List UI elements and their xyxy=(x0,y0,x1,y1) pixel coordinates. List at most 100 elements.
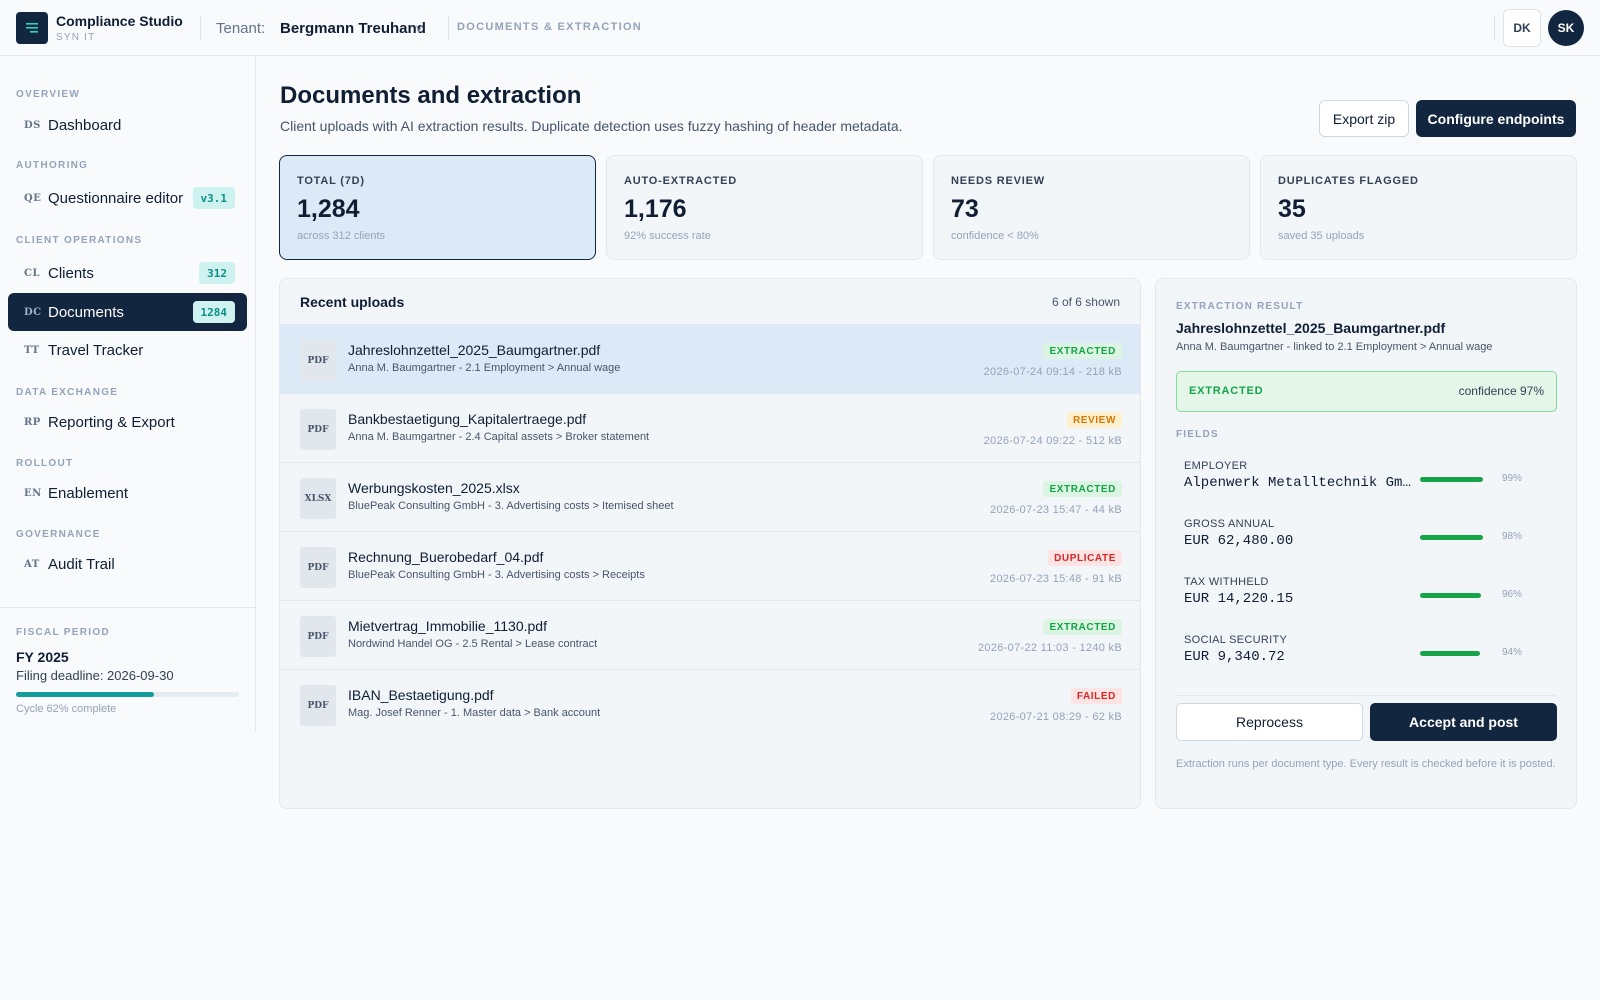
export-zip-button[interactable]: Export zip xyxy=(1319,100,1409,137)
sidebar-item-travel-tracker[interactable]: TT Travel Tracker xyxy=(8,331,247,369)
nav-abbr: AT xyxy=(24,558,40,570)
pdf-file-icon: PDF xyxy=(300,409,336,450)
recent-uploads-panel: Recent uploads 6 of 6 shown PDF Jahreslo… xyxy=(279,278,1141,809)
upload-row[interactable]: PDF IBAN_Bestaetigung.pdf Mag. Josef Ren… xyxy=(280,669,1140,738)
field-employer: EMPLOYER Alpenwerk Metalltechnik GmbH 99… xyxy=(1184,460,1554,504)
file-date-size: 2026-07-21 08:29 - 62 kB xyxy=(990,711,1122,723)
stat-label: DUPLICATES FLAGGED xyxy=(1278,175,1419,187)
stat-value: 1,176 xyxy=(624,195,687,223)
filing-deadline: Filing deadline: 2026-09-30 xyxy=(16,668,174,683)
sidebar-item-documents[interactable]: DC Documents 1284 xyxy=(8,293,247,331)
app-name: Compliance Studio xyxy=(56,13,183,29)
configure-endpoints-button[interactable]: Configure endpoints xyxy=(1416,100,1576,137)
pdf-file-icon: PDF xyxy=(300,340,336,381)
extraction-label: EXTRACTION RESULT xyxy=(1176,301,1304,312)
stat-note: 92% success rate xyxy=(624,230,711,242)
pdf-file-icon: PDF xyxy=(300,547,336,588)
nav-label: Documents xyxy=(48,303,124,321)
file-name: Mietvertrag_Immobilie_1130.pdf xyxy=(348,618,547,634)
extraction-status: EXTRACTED xyxy=(1189,385,1264,397)
stat-card-total[interactable]: TOTAL (7D) 1,284 across 312 clients xyxy=(279,155,596,260)
sidebar: OVERVIEW DS Dashboard AUTHORING QE Quest… xyxy=(0,56,256,732)
locale-button[interactable]: DK xyxy=(1503,9,1541,47)
version-badge: v3.1 xyxy=(192,187,235,209)
fiscal-period-card: FISCAL PERIOD FY 2025 Filing deadline: 2… xyxy=(0,607,255,732)
file-date-size: 2026-07-23 15:47 - 44 kB xyxy=(990,504,1122,516)
field-value[interactable]: Alpenwerk Metalltechnik GmbH xyxy=(1184,475,1414,491)
page-subtitle: Client uploads with AI extraction result… xyxy=(280,118,903,134)
menu-icon[interactable] xyxy=(16,12,48,44)
nav-label: Reporting & Export xyxy=(48,413,175,431)
nav-group-rollout: ROLLOUT xyxy=(16,458,74,469)
field-label: SOCIAL SECURITY xyxy=(1184,634,1288,646)
field-label: GROSS ANNUAL xyxy=(1184,518,1275,530)
upload-row[interactable]: PDF Mietvertrag_Immobilie_1130.pdf Nordw… xyxy=(280,600,1140,669)
nav-group-client-operations: CLIENT OPERATIONS xyxy=(16,235,143,246)
stat-card-needs-review[interactable]: NEEDS REVIEW 73 confidence < 80% xyxy=(933,155,1250,260)
upload-row[interactable]: PDF Jahreslohnzettel_2025_Baumgartner.pd… xyxy=(280,324,1140,393)
nav-abbr: TT xyxy=(24,344,40,356)
confidence-bar xyxy=(1420,593,1484,598)
divider xyxy=(200,16,201,40)
divider xyxy=(1494,16,1495,40)
nav-abbr: QE xyxy=(24,192,42,204)
status-badge: EXTRACTED xyxy=(1043,481,1122,497)
nav-abbr: CL xyxy=(24,267,40,279)
chevron-down-icon[interactable]: v xyxy=(416,21,422,35)
stat-note: across 312 clients xyxy=(297,230,386,242)
nav-group-authoring: AUTHORING xyxy=(16,160,89,171)
pdf-file-icon: PDF xyxy=(300,685,336,726)
extraction-linked: Anna M. Baumgartner - linked to 2.1 Empl… xyxy=(1176,341,1493,353)
file-meta: Nordwind Handel OG - 2.5 Rental > Lease … xyxy=(348,638,598,650)
nav-group-governance: GOVERNANCE xyxy=(16,529,101,540)
field-value[interactable]: EUR 62,480.00 xyxy=(1184,533,1294,549)
sidebar-item-clients[interactable]: CL Clients 312 xyxy=(8,254,247,292)
uploads-count: 6 of 6 shown xyxy=(1051,295,1120,309)
confidence-pct: 94% xyxy=(1502,647,1523,658)
fields-label: FIELDS xyxy=(1176,429,1219,440)
confidence-pct: 98% xyxy=(1502,531,1523,542)
field-value[interactable]: EUR 9,340.72 xyxy=(1184,649,1285,665)
xlsx-file-icon: XLSX xyxy=(300,478,336,519)
extraction-status-banner: EXTRACTED confidence 97% xyxy=(1176,371,1557,412)
stat-label: TOTAL (7D) xyxy=(297,175,365,187)
extraction-note: Extraction runs per document type. Every… xyxy=(1176,758,1556,770)
accept-and-post-button[interactable]: Accept and post xyxy=(1370,703,1557,741)
stat-card-auto-extracted[interactable]: AUTO-EXTRACTED 1,176 92% success rate xyxy=(606,155,923,260)
confidence-fill xyxy=(1420,477,1484,482)
confidence-fill xyxy=(1420,651,1481,656)
cycle-progress-bar xyxy=(16,692,239,697)
stat-note: saved 35 uploads xyxy=(1278,230,1365,242)
file-name: IBAN_Bestaetigung.pdf xyxy=(348,687,494,703)
file-date-size: 2026-07-22 11:03 - 1240 kB xyxy=(978,642,1122,654)
field-label: EMPLOYER xyxy=(1184,460,1248,472)
status-badge: FAILED xyxy=(1070,688,1122,704)
sidebar-item-dashboard[interactable]: DS Dashboard xyxy=(8,106,247,144)
upload-row[interactable]: PDF Bankbestaetigung_Kapitalertraege.pdf… xyxy=(280,393,1140,462)
reprocess-button[interactable]: Reprocess xyxy=(1176,703,1363,741)
status-badge: EXTRACTED xyxy=(1043,343,1122,359)
pdf-file-icon: PDF xyxy=(300,616,336,657)
status-badge: REVIEW xyxy=(1066,412,1122,428)
confidence-bar xyxy=(1420,535,1484,540)
count-badge: 312 xyxy=(199,262,235,284)
extraction-file-name: Jahreslohnzettel_2025_Baumgartner.pdf xyxy=(1176,320,1446,336)
nav-abbr: DS xyxy=(24,119,41,131)
stat-value: 73 xyxy=(951,195,979,223)
confidence-bar xyxy=(1420,477,1484,482)
sidebar-item-questionnaire-editor[interactable]: QE Questionnaire editor v3.1 xyxy=(8,179,247,217)
sidebar-item-enablement[interactable]: EN Enablement xyxy=(8,474,247,512)
upload-row[interactable]: XLSX Werbungskosten_2025.xlsx BluePeak C… xyxy=(280,462,1140,531)
file-name: Bankbestaetigung_Kapitalertraege.pdf xyxy=(348,411,587,427)
stat-card-duplicates[interactable]: DUPLICATES FLAGGED 35 saved 35 uploads xyxy=(1260,155,1577,260)
top-bar: Compliance Studio SYN IT Tenant: Bergman… xyxy=(0,0,1600,56)
nav-group-data-exchange: DATA EXCHANGE xyxy=(16,387,119,398)
field-value[interactable]: EUR 14,220.15 xyxy=(1184,591,1294,607)
sidebar-item-audit-trail[interactable]: AT Audit Trail xyxy=(8,545,247,583)
tenant-selector[interactable]: Bergmann Treuhand xyxy=(280,20,426,37)
upload-row[interactable]: PDF Rechnung_Buerobedarf_04.pdf BluePeak… xyxy=(280,531,1140,600)
avatar[interactable]: SK xyxy=(1548,10,1584,46)
file-meta: Anna M. Baumgartner - 2.4 Capital assets… xyxy=(348,431,650,443)
sidebar-item-reporting-export[interactable]: RP Reporting & Export xyxy=(8,403,247,441)
status-badge: EXTRACTED xyxy=(1043,619,1122,635)
